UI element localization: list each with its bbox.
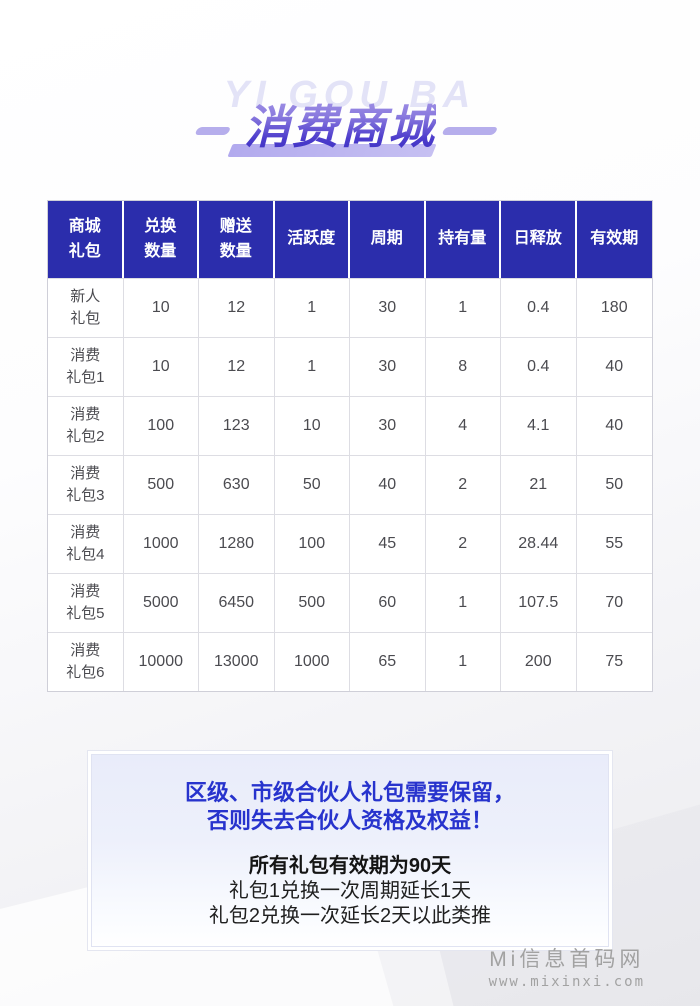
value-cell: 50	[274, 455, 350, 514]
value-cell: 30	[350, 278, 426, 337]
value-cell: 2	[425, 514, 501, 573]
value-cell: 40	[576, 337, 652, 396]
package-name-cell: 消费 礼包5	[48, 573, 124, 632]
value-cell: 10	[123, 337, 199, 396]
value-cell: 123	[199, 396, 275, 455]
value-cell: 45	[350, 514, 426, 573]
value-cell: 5000	[123, 573, 199, 632]
value-cell: 10	[274, 396, 350, 455]
value-cell: 107.5	[501, 573, 577, 632]
col-header-package: 商城 礼包	[48, 201, 124, 278]
value-cell: 21	[501, 455, 577, 514]
title-row: 消费商城	[0, 91, 700, 157]
value-cell: 65	[350, 632, 426, 691]
ghost-brand-text: YI GOU BA	[224, 74, 477, 116]
hero-header: YI GOU BA 消费商城	[0, 74, 700, 157]
package-name-cell: 消费 礼包4	[48, 514, 124, 573]
packages-table: 商城 礼包 兑换 数量 赠送 数量 活跃度 周期 持有量 日释放 有效期 新人 礼包 1…	[47, 200, 653, 692]
value-cell: 500	[274, 573, 350, 632]
title-wrap: 消费商城	[227, 91, 437, 157]
page-title: 消费商城	[244, 91, 436, 157]
value-cell: 70	[576, 573, 652, 632]
rule-bold-line: 所有礼包有效期为90天	[248, 855, 452, 878]
value-cell: 500	[123, 455, 199, 514]
package-name-cell: 消费 礼包2	[48, 396, 124, 455]
title-left-dash-icon	[194, 127, 232, 135]
table-row: 消费 礼包4 1000 1280 100 45 2 28.44 55	[48, 514, 652, 573]
table-row: 消费 礼包3 500 630 50 40 2 21 50	[48, 455, 652, 514]
value-cell: 630	[199, 455, 275, 514]
package-name-cell: 消费 礼包6	[48, 632, 124, 691]
value-cell: 2	[425, 455, 501, 514]
warning-line2: 否则失去合伙人资格及权益！	[206, 808, 493, 834]
col-header-holdings: 持有量	[425, 201, 501, 278]
package-name-cell: 消费 礼包3	[48, 455, 124, 514]
value-cell: 1	[425, 573, 501, 632]
table-header-row: 商城 礼包 兑换 数量 赠送 数量 活跃度 周期 持有量 日释放 有效期	[48, 201, 652, 278]
value-cell: 40	[350, 455, 426, 514]
value-cell: 4	[425, 396, 501, 455]
value-cell: 6450	[199, 573, 275, 632]
notice-box: 区级、市级合伙人礼包需要保留， 否则失去合伙人资格及权益！ 所有礼包有效期为90…	[88, 751, 612, 950]
package-name-cell: 新人 礼包	[48, 278, 124, 337]
value-cell: 1	[274, 278, 350, 337]
value-cell: 100	[123, 396, 199, 455]
value-cell: 100	[274, 514, 350, 573]
value-cell: 1	[274, 337, 350, 396]
watermark-site-name: Mi信息首码网	[489, 948, 645, 971]
rule-line2: 礼包2兑换一次延长2天以此类推	[208, 905, 492, 928]
table-row: 消费 礼包6 10000 13000 1000 65 1 200 75	[48, 632, 652, 691]
watermark-site-url: www.mixinxi.com	[488, 974, 645, 990]
value-cell: 75	[576, 632, 652, 691]
value-cell: 180	[576, 278, 652, 337]
table-row: 新人 礼包 10 12 1 30 1 0.4 180	[48, 278, 652, 337]
value-cell: 1	[425, 632, 501, 691]
value-cell: 1280	[199, 514, 275, 573]
value-cell: 1	[425, 278, 501, 337]
value-cell: 50	[576, 455, 652, 514]
value-cell: 30	[350, 396, 426, 455]
table-row: 消费 礼包2 100 123 10 30 4 4.1 40	[48, 396, 652, 455]
value-cell: 13000	[199, 632, 275, 691]
table-row: 消费 礼包5 5000 6450 500 60 1 107.5 70	[48, 573, 652, 632]
value-cell: 12	[199, 278, 275, 337]
value-cell: 40	[576, 396, 652, 455]
value-cell: 10	[123, 278, 199, 337]
value-cell: 1000	[274, 632, 350, 691]
rule-line1: 礼包1兑换一次周期延长1天	[228, 880, 472, 903]
col-header-gift-qty: 赠送 数量	[199, 201, 275, 278]
value-cell: 30	[350, 337, 426, 396]
value-cell: 0.4	[501, 278, 577, 337]
title-right-dash-icon	[441, 127, 499, 135]
col-header-activity: 活跃度	[274, 201, 350, 278]
col-header-daily-release: 日释放	[501, 201, 577, 278]
col-header-exchange-qty: 兑换 数量	[123, 201, 199, 278]
value-cell: 0.4	[501, 337, 577, 396]
package-name-cell: 消费 礼包1	[48, 337, 124, 396]
value-cell: 60	[350, 573, 426, 632]
value-cell: 1000	[123, 514, 199, 573]
value-cell: 55	[576, 514, 652, 573]
value-cell: 200	[501, 632, 577, 691]
value-cell: 8	[425, 337, 501, 396]
col-header-validity: 有效期	[576, 201, 652, 278]
value-cell: 12	[199, 337, 275, 396]
warning-line1: 区级、市级合伙人礼包需要保留，	[184, 780, 515, 805]
value-cell: 28.44	[501, 514, 577, 573]
col-header-cycle: 周期	[350, 201, 426, 278]
value-cell: 10000	[123, 632, 199, 691]
watermark: Mi信息首码网 www.mixinxi.com	[489, 943, 645, 990]
table-row: 消费 礼包1 10 12 1 30 8 0.4 40	[48, 337, 652, 396]
value-cell: 4.1	[501, 396, 577, 455]
